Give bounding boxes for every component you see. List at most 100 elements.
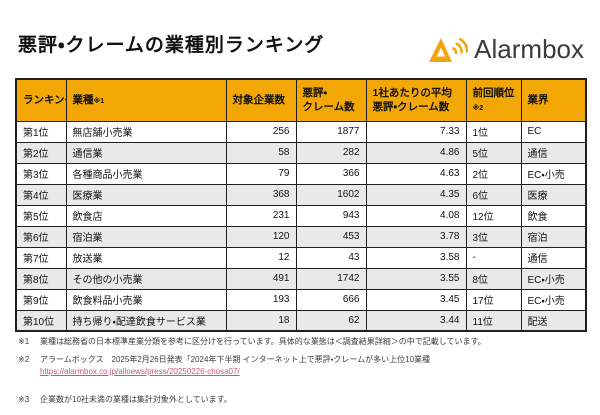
sector-cell: EC・小売 <box>520 162 587 185</box>
average-cell: 3.78 <box>365 225 467 248</box>
industry-cell: その他の小売業 <box>65 267 227 290</box>
ranking-table: ランキング 業種※1 対象企業数 悪評・クレーム数 1社あたりの平均悪評・クレー… <box>15 78 587 332</box>
previous-rank-cell: 17位 <box>465 288 522 311</box>
sector-cell: EC・小売 <box>520 288 587 311</box>
industry-cell: 飲食料品小売業 <box>65 288 227 311</box>
companies-cell: 231 <box>225 204 297 227</box>
col-header-sector: 業界 <box>520 78 587 122</box>
average-cell: 4.35 <box>365 183 467 206</box>
sector-cell: EC・小売 <box>520 267 587 290</box>
industry-cell: 医療業 <box>65 183 227 206</box>
table-row: 第7位 放送業 12 43 3.58 - 通信 <box>15 246 587 269</box>
table-row: 第1位 無店舗小売業 256 1877 7.33 1位 EC <box>15 120 587 143</box>
companies-cell: 120 <box>225 225 297 248</box>
complaints-cell: 1742 <box>295 267 367 290</box>
rank-cell: 第7位 <box>15 246 67 269</box>
complaints-cell: 666 <box>295 288 367 311</box>
previous-rank-cell: 5位 <box>465 141 522 164</box>
footnote-text: 業種は総務省の日本標準産業分類を参考に区分けを行っています。具体的な業態は＜調査… <box>40 337 486 346</box>
sector-cell: 宿泊 <box>520 225 587 248</box>
sector-cell: 医療 <box>520 183 587 206</box>
average-cell: 4.86 <box>365 141 467 164</box>
companies-cell: 18 <box>225 309 297 332</box>
average-cell: 3.44 <box>365 309 467 332</box>
footnote-text: アラームボックス 2025年2月26日発表「2024年下半期 インターネット上で… <box>40 355 431 376</box>
previous-rank-cell: 2位 <box>465 162 522 185</box>
footnote-marker: ※2 <box>18 355 30 364</box>
col-header-average: 1社あたりの平均 悪評・クレーム数 <box>365 78 467 122</box>
previous-rank-cell: 1位 <box>465 120 522 143</box>
previous-rank-cell: - <box>465 246 522 269</box>
footnote-ref-1: ※1 <box>93 98 105 106</box>
alarmbox-logo-text: Alarmbox <box>474 34 584 64</box>
rank-cell: 第1位 <box>15 120 67 143</box>
table-row: 第8位 その他の小売業 491 1742 3.55 8位 EC・小売 <box>15 267 587 290</box>
companies-cell: 12 <box>225 246 297 269</box>
alarmbox-logo: Alarmbox <box>428 34 584 65</box>
table-row: 第2位 通信業 58 282 4.86 5位 通信 <box>15 141 587 164</box>
rank-cell: 第4位 <box>15 183 67 206</box>
col-header-companies: 対象企業数 <box>225 78 297 122</box>
average-cell: 3.45 <box>365 288 467 311</box>
rank-cell: 第3位 <box>15 162 67 185</box>
rank-cell: 第8位 <box>15 267 67 290</box>
table-row: 第10位 持ち帰り・配達飲食サービス業 18 62 3.44 11位 配送 <box>15 309 587 332</box>
industry-cell: 持ち帰り・配達飲食サービス業 <box>65 309 227 332</box>
companies-cell: 256 <box>225 120 297 143</box>
sector-cell: 通信 <box>520 246 587 269</box>
footnote-2: ※2 アラームボックス 2025年2月26日発表「2024年下半期 インターネッ… <box>18 354 584 378</box>
col-header-industry: 業種※1 <box>65 78 227 122</box>
footnote-text: 企業数が10社未満の業種は集計対象外としています。 <box>40 395 232 404</box>
average-cell: 3.58 <box>365 246 467 269</box>
industry-cell: 無店舗小売業 <box>65 120 227 143</box>
industry-cell: 通信業 <box>65 141 227 164</box>
footnote-marker: ※1 <box>18 337 30 346</box>
average-cell: 7.33 <box>365 120 467 143</box>
average-cell: 4.63 <box>365 162 467 185</box>
page-title: 悪評・クレームの業種別ランキング <box>18 35 325 56</box>
rank-cell: 第9位 <box>15 288 67 311</box>
complaints-cell: 943 <box>295 204 367 227</box>
press-release-link[interactable]: https://alarmbox.co.jp/allnews/press/202… <box>40 367 240 376</box>
previous-rank-cell: 12位 <box>465 204 522 227</box>
table-row: 第4位 医療業 368 1602 4.35 6位 医療 <box>15 183 587 206</box>
footnote-ref-2: ※2 <box>472 105 484 113</box>
complaints-cell: 282 <box>295 141 367 164</box>
table-row: 第3位 各種商品小売業 79 366 4.63 2位 EC・小売 <box>15 162 587 185</box>
footnote-1: ※1 業種は総務省の日本標準産業分類を参考に区分けを行っています。具体的な業態は… <box>18 336 584 348</box>
industry-cell: 宿泊業 <box>65 225 227 248</box>
industry-cell: 飲食店 <box>65 204 227 227</box>
complaints-cell: 1602 <box>295 183 367 206</box>
companies-cell: 58 <box>225 141 297 164</box>
sector-cell: EC <box>520 120 587 143</box>
companies-cell: 368 <box>225 183 297 206</box>
companies-cell: 491 <box>225 267 297 290</box>
complaints-cell: 62 <box>295 309 367 332</box>
table-row: 第5位 飲食店 231 943 4.08 12位 飲食 <box>15 204 587 227</box>
complaints-cell: 43 <box>295 246 367 269</box>
sector-cell: 通信 <box>520 141 587 164</box>
table-row: 第6位 宿泊業 120 453 3.78 3位 宿泊 <box>15 225 587 248</box>
header-row: ランキング 業種※1 対象企業数 悪評・クレーム数 1社あたりの平均悪評・クレー… <box>15 78 587 122</box>
footnote-3: ※3 企業数が10社未満の業種は集計対象外としています。 <box>18 394 584 406</box>
rank-cell: 第10位 <box>15 309 67 332</box>
rank-cell: 第5位 <box>15 204 67 227</box>
complaints-cell: 453 <box>295 225 367 248</box>
rank-cell: 第6位 <box>15 225 67 248</box>
complaints-cell: 1877 <box>295 120 367 143</box>
col-header-ranking: ランキング <box>15 78 67 122</box>
industry-cell: 各種商品小売業 <box>65 162 227 185</box>
companies-cell: 193 <box>225 288 297 311</box>
rank-cell: 第2位 <box>15 141 67 164</box>
footnotes: ※1 業種は総務省の日本標準産業分類を参考に区分けを行っています。具体的な業態は… <box>18 336 584 410</box>
col-header-previous: 前回順位 ※2 <box>465 78 522 122</box>
average-cell: 4.08 <box>365 204 467 227</box>
footnote-marker: ※3 <box>18 395 30 404</box>
previous-rank-cell: 3位 <box>465 225 522 248</box>
sector-cell: 配送 <box>520 309 587 332</box>
companies-cell: 79 <box>225 162 297 185</box>
previous-rank-cell: 11位 <box>465 309 522 332</box>
complaints-cell: 366 <box>295 162 367 185</box>
previous-rank-cell: 8位 <box>465 267 522 290</box>
average-cell: 3.55 <box>365 267 467 290</box>
